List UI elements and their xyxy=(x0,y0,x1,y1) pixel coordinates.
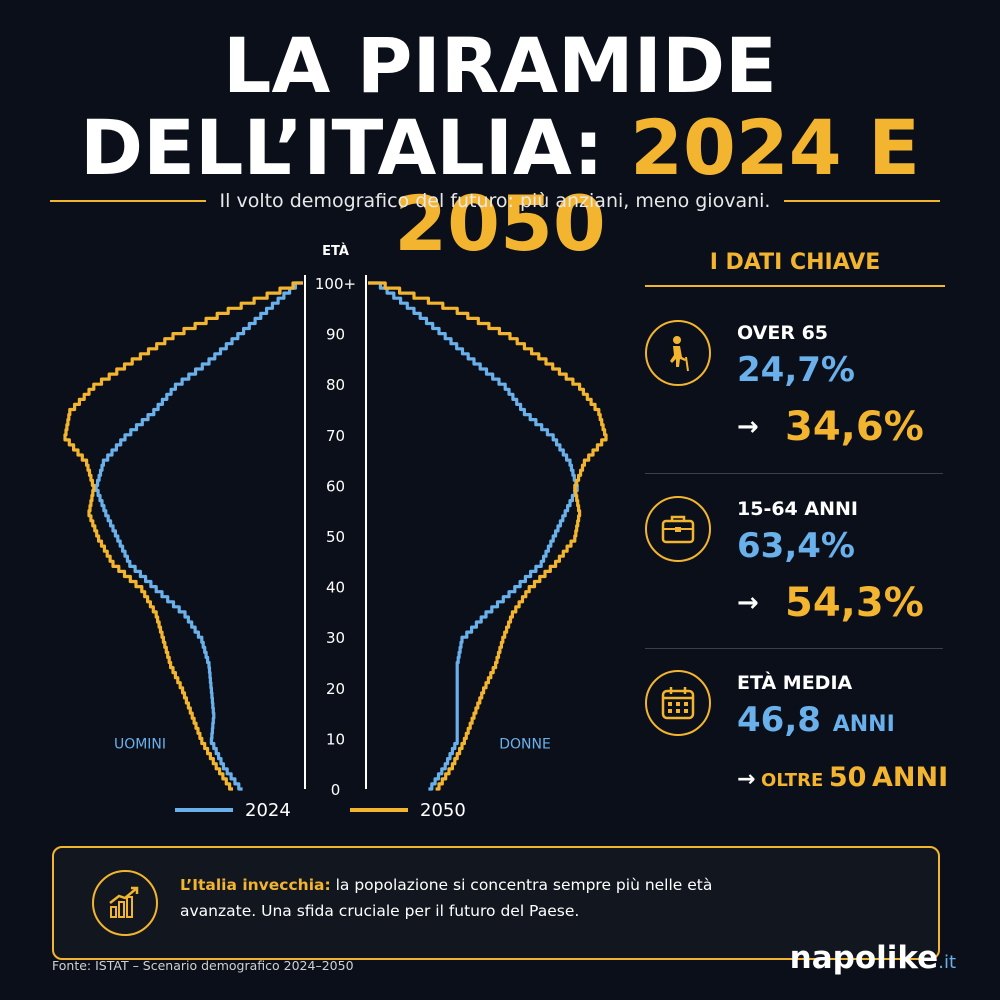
y-axis-label: ETÀ xyxy=(322,243,349,259)
calendar-icon xyxy=(645,670,711,736)
stat-prefix-2050: OLTRE xyxy=(761,770,824,791)
arrow-icon: → xyxy=(737,767,756,792)
brand-name: napolike xyxy=(789,940,939,976)
arrow-icon: → xyxy=(737,588,759,618)
y-tick-label: 100+ xyxy=(315,275,356,293)
y-tick-label: 40 xyxy=(326,579,345,597)
series-2024-women xyxy=(368,281,579,791)
chart-series xyxy=(63,281,608,791)
y-tick-label: 0 xyxy=(331,781,341,799)
y-tick-label: 10 xyxy=(326,730,345,748)
subtitle-row: Il volto demografico del futuro: più anz… xyxy=(50,186,940,216)
legend-label-2024: 2024 xyxy=(245,800,291,821)
key-data-panel: I DATI CHIAVE xyxy=(645,250,945,287)
note-box: L’Italia invecchia: la popolazione si co… xyxy=(52,846,940,960)
title-line-1: LA PIRAMIDE xyxy=(223,21,777,110)
series-2024-men xyxy=(94,281,303,791)
stat-label: ETÀ MEDIA xyxy=(737,672,853,694)
y-tick-label: 80 xyxy=(326,376,345,394)
subtitle: Il volto demografico del futuro: più anz… xyxy=(219,190,771,212)
y-tick-label: 70 xyxy=(326,427,345,445)
stat-over-65: OVER 65 24,7% → 34,6% xyxy=(645,316,945,456)
brand-suffix: .it xyxy=(938,952,956,973)
men-label: UOMINI xyxy=(114,737,166,753)
stat-value-2024: 46,8 xyxy=(737,700,821,740)
title-line-2-white: DELL’ITALIA: xyxy=(80,103,604,192)
source-credit: Fonte: ISTAT – Scenario demografico 2024… xyxy=(52,958,354,973)
chart-axes xyxy=(304,275,367,789)
stat-value-2024: 63,4% xyxy=(737,526,855,566)
stat-value-2024-line: 46,8 ANNI xyxy=(737,700,895,740)
stat-label: 15-64 ANNI xyxy=(737,498,858,520)
title-line-2: DELL’ITALIA: 2024 E 2050 xyxy=(0,110,1000,262)
brand-logo[interactable]: napolike.it xyxy=(790,940,956,976)
subtitle-rule-left xyxy=(50,200,206,202)
arrow-icon: → xyxy=(737,412,759,442)
y-tick-label: 90 xyxy=(326,326,345,344)
stat-value-2024: 24,7% xyxy=(737,350,855,390)
stat-value-2050: 34,6% xyxy=(785,404,924,450)
series-2050-men xyxy=(63,281,303,791)
note-body: la popolazione si concentra sempre più n… xyxy=(180,876,713,920)
y-tick-label: 30 xyxy=(326,629,345,647)
panel-title: I DATI CHIAVE xyxy=(645,250,945,287)
divider xyxy=(645,648,943,649)
y-tick-label: 50 xyxy=(326,528,345,546)
y-tick-label: 60 xyxy=(326,477,345,495)
title-line-2-gold: 2024 E 2050 xyxy=(394,103,920,268)
stat-unit-2050: ANNI xyxy=(871,762,949,793)
stat-15-64: 15-64 ANNI 63,4% → 54,3% xyxy=(645,492,945,632)
stat-eta-media: ETÀ MEDIA 46,8 ANNI → OLTRE 50 ANNI xyxy=(645,666,948,806)
elderly-person-icon xyxy=(645,320,711,386)
stat-unit-2024: ANNI xyxy=(832,712,895,737)
growth-chart-icon xyxy=(92,870,158,936)
chart-labels: ETÀ 0 10 20 30 40 50 60 70 80 90 100+ UOMINI DONNE 202… xyxy=(114,243,551,821)
note-highlight: L’Italia invecchia: xyxy=(180,876,331,894)
women-label: DONNE xyxy=(499,737,551,753)
y-tick-label: 20 xyxy=(326,680,345,698)
stat-value-2050-line: → OLTRE 50 ANNI xyxy=(737,762,948,793)
legend-label-2050: 2050 xyxy=(420,800,466,821)
stat-label: OVER 65 xyxy=(737,322,829,344)
subtitle-rule-right xyxy=(784,200,940,202)
stat-value-2050: 54,3% xyxy=(785,580,924,626)
population-pyramid-chart: ETÀ 0 10 20 30 40 50 60 70 80 90 100+ UOMINI DONNE 202… xyxy=(63,243,608,821)
note-text: L’Italia invecchia: la popolazione si co… xyxy=(180,872,740,924)
briefcase-icon xyxy=(645,496,711,562)
divider xyxy=(645,473,943,474)
stat-value-2050: 50 xyxy=(828,762,867,793)
series-2050-women xyxy=(368,281,608,791)
